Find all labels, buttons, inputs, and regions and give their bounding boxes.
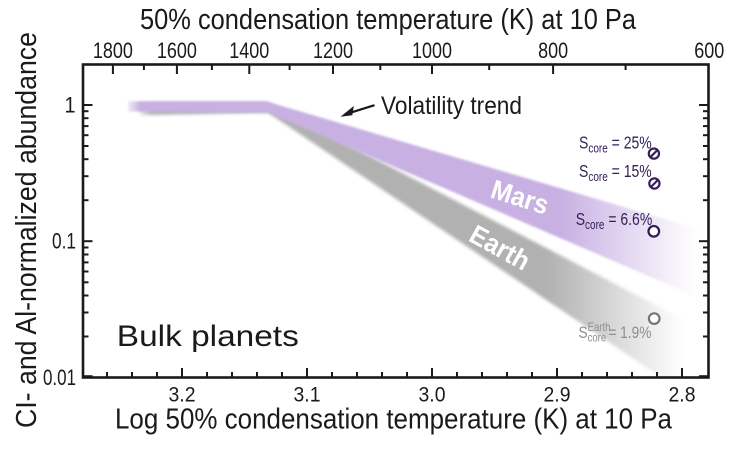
svg-text:1: 1 xyxy=(65,93,76,118)
svg-text:3.2: 3.2 xyxy=(169,383,196,406)
svg-text:600: 600 xyxy=(694,38,724,63)
svg-text:Volatility trend: Volatility trend xyxy=(381,92,522,120)
svg-text:0.01: 0.01 xyxy=(43,365,76,390)
svg-text:50% condensation temperature (: 50% condensation temperature (K) at 10 P… xyxy=(140,4,637,36)
svg-text:Log 50% condensation temperatu: Log 50% condensation temperature (K) at … xyxy=(115,404,673,436)
svg-text:1600: 1600 xyxy=(157,38,197,63)
svg-text:1800: 1800 xyxy=(93,38,133,63)
svg-text:1000: 1000 xyxy=(412,38,452,63)
svg-text:1400: 1400 xyxy=(229,38,269,63)
svg-text:1200: 1200 xyxy=(313,38,353,63)
svg-text:2.9: 2.9 xyxy=(544,383,571,406)
svg-text:Score = 15%: Score = 15% xyxy=(579,163,652,185)
svg-text:0.1: 0.1 xyxy=(52,229,76,254)
svg-text:800: 800 xyxy=(538,38,568,63)
svg-text:CI- and Al-normalized abundanc: CI- and Al-normalized abundance xyxy=(11,32,43,428)
svg-text:Bulk planets: Bulk planets xyxy=(117,320,299,353)
svg-text:2.8: 2.8 xyxy=(669,383,696,406)
svg-text:3.1: 3.1 xyxy=(294,383,321,406)
svg-text:Score = 6.6%: Score = 6.6% xyxy=(576,211,653,233)
svg-text:Score = 25%: Score = 25% xyxy=(579,134,652,156)
svg-text:3.0: 3.0 xyxy=(419,383,446,406)
